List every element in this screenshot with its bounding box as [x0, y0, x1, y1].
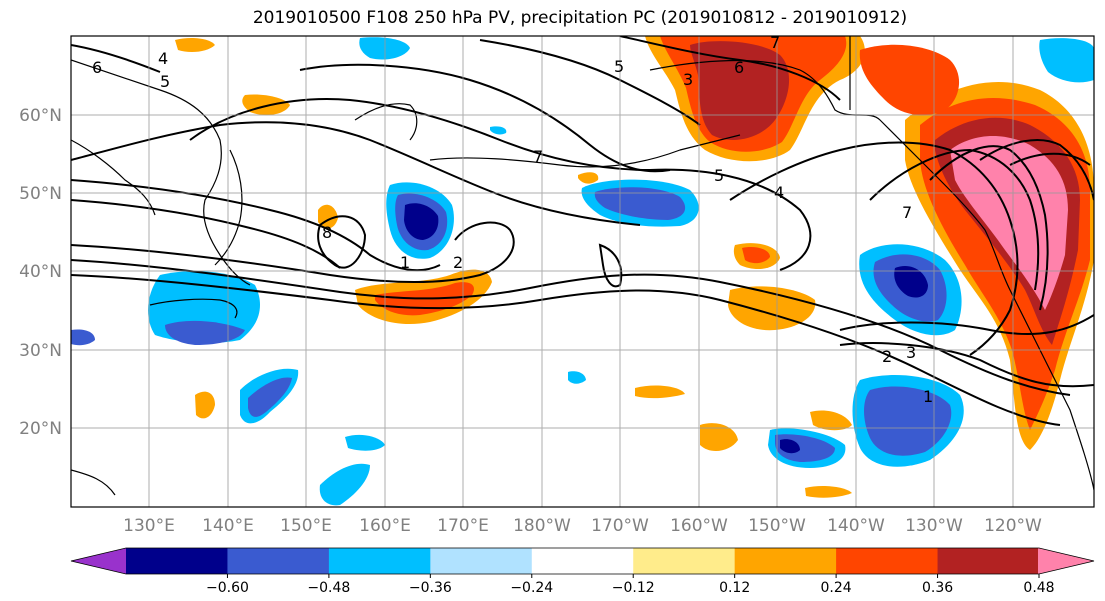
- contour-label: 3: [906, 343, 916, 362]
- lat-label: 40°N: [19, 262, 62, 282]
- lon-label: 150°W: [748, 516, 806, 536]
- contour-label: 7: [902, 203, 912, 222]
- lon-label: 140°W: [827, 516, 885, 536]
- contour-label: 5: [714, 166, 724, 185]
- lat-labels: 60°N 50°N 40°N 30°N 20°N: [19, 106, 62, 439]
- contour-label: 1: [923, 387, 933, 406]
- contour-label: 5: [614, 57, 624, 76]
- contour-label: 4: [774, 183, 784, 202]
- lat-label: 60°N: [19, 106, 62, 126]
- colorbar-tick-label: −0.60: [206, 580, 249, 596]
- contour-label: 6: [92, 58, 102, 77]
- colorbar-tick-label: −0.36: [409, 580, 452, 596]
- colorbar-tick-label: −0.24: [510, 580, 553, 596]
- pv-contours: [71, 36, 1094, 426]
- colorbar-segment: [531, 548, 634, 574]
- gridlines: [71, 36, 1094, 507]
- colorbar-segment: [734, 548, 837, 574]
- contour-label: 8: [322, 223, 332, 242]
- colorbar-extend-low: [71, 548, 127, 574]
- colorbar-outline: [70, 547, 1095, 575]
- lon-labels: 130°E 140°E 150°E 160°E 170°E 180°W 170°…: [123, 516, 1042, 536]
- colorbar-tick-label: 0.12: [719, 580, 750, 596]
- colorbar-segment: [227, 548, 330, 574]
- colorbar-segment: [633, 548, 736, 574]
- lat-label: 50°N: [19, 184, 62, 204]
- lon-label: 170°E: [437, 516, 489, 536]
- colorbar-extend-high: [1038, 548, 1094, 574]
- map-frame: [70, 35, 1095, 508]
- lon-label: 160°W: [670, 516, 728, 536]
- lon-label: 180°W: [513, 516, 571, 536]
- contour-label: 2: [882, 347, 892, 366]
- contour-label: 1: [400, 253, 410, 272]
- map-title: 2019010500 F108 250 hPa PV, precipitatio…: [252, 8, 908, 28]
- colorbar-segment: [328, 548, 431, 574]
- lon-label: 120°W: [984, 516, 1042, 536]
- contour-label: 2: [453, 253, 463, 272]
- contour-label: 7: [533, 147, 543, 166]
- lon-label: 160°E: [359, 516, 411, 536]
- contour-label: 6: [734, 58, 744, 77]
- colorbar-segment: [430, 548, 533, 574]
- colorbar-tick-label: −0.12: [612, 580, 655, 596]
- colorbar-segment: [126, 548, 228, 574]
- lat-label: 30°N: [19, 341, 62, 361]
- contour-label: 3: [683, 70, 693, 89]
- contour-label: 5: [160, 72, 170, 91]
- contour-label: 7: [770, 33, 780, 52]
- colorbar-tick-label: −0.48: [307, 580, 350, 596]
- colorbar-tick-label: 0.48: [1023, 580, 1054, 596]
- lon-label: 170°W: [591, 516, 649, 536]
- lon-label: 140°E: [202, 516, 254, 536]
- contour-label: 4: [158, 49, 168, 68]
- lon-label: 150°E: [280, 516, 332, 536]
- colorbar-tick-label: 0.24: [821, 580, 852, 596]
- colorbar-segment: [937, 548, 1040, 574]
- colorbar: −0.60 −0.48 −0.36 −0.24 −0.12 0.12 0.24 0.36 0.4…: [70, 547, 1095, 596]
- map-area: 6 5 4 3 7 6 5 4 7 8 2 1 2 3 1 7 5: [71, 33, 1094, 507]
- lon-label: 130°E: [123, 516, 175, 536]
- colorbar-segment: [836, 548, 939, 574]
- lat-label: 20°N: [19, 419, 62, 439]
- lon-label: 130°W: [905, 516, 963, 536]
- colorbar-tick-label: 0.36: [922, 580, 953, 596]
- contour-labels: 6 5 4 3 7 6 5 4 7 8 2 1 2 3 1 7 5: [92, 33, 933, 406]
